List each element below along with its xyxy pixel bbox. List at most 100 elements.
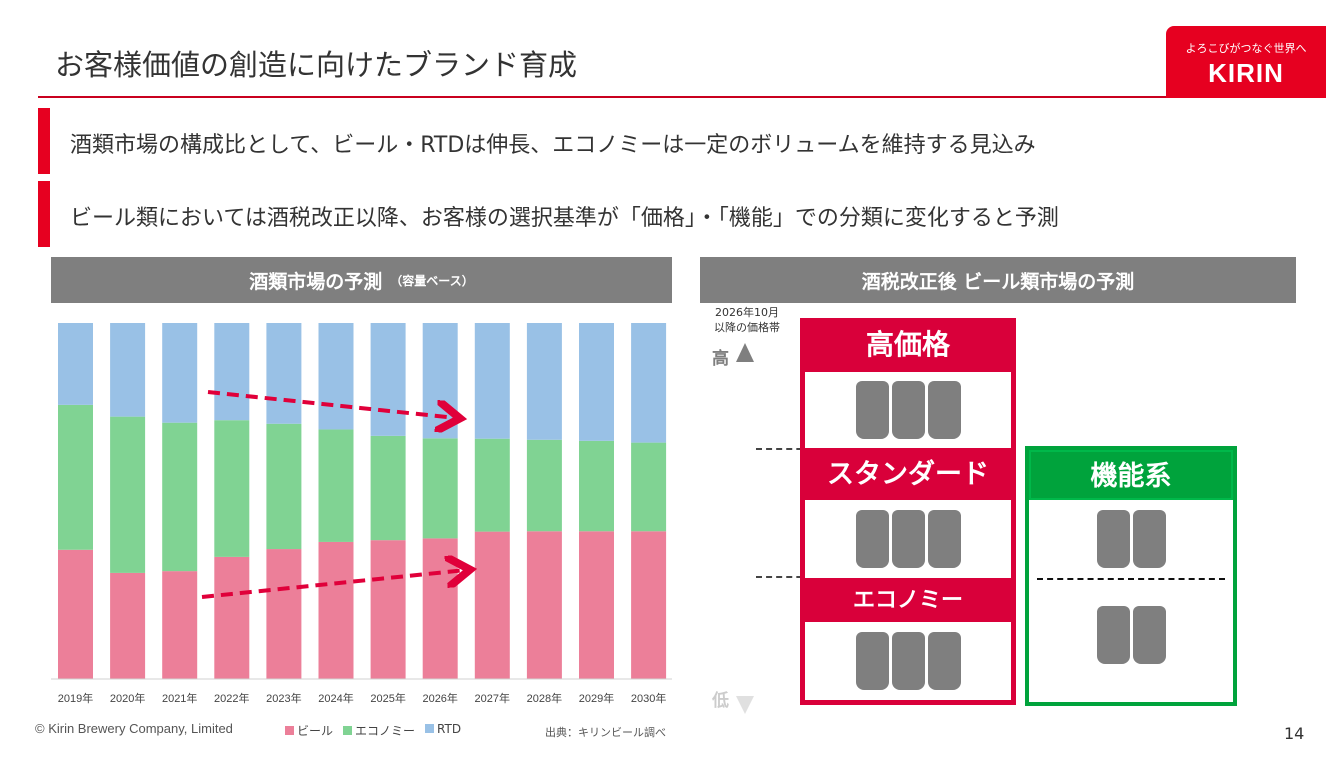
price-axis-label: 2026年10月 以降の価格帯: [703, 305, 791, 335]
functional-label: 機能系: [1029, 450, 1233, 500]
bar-segment-economy: [318, 429, 354, 542]
diagram-header: 酒税改正後 ビール類市場の予測: [700, 257, 1296, 303]
tier-standard: スタンダード: [800, 450, 1016, 580]
kirin-logo: よろこびがつなぐ世界へ KIRIN: [1166, 26, 1326, 98]
slide-title: お客様価値の創造に向けたブランド育成: [55, 48, 578, 82]
bar-segment-economy: [370, 435, 406, 541]
beer-can-icon: [855, 381, 889, 439]
can-group: [1029, 500, 1233, 578]
bar-segment-beer: [266, 549, 302, 679]
bar-segment-rtd: [631, 323, 667, 443]
bar-segment-beer: [110, 572, 146, 679]
bar-segment-beer: [318, 541, 354, 679]
arrow-down-icon: [736, 696, 754, 714]
beer-can-icon: [927, 510, 961, 568]
bar-segment-rtd: [422, 323, 458, 439]
can-group: [805, 622, 1011, 700]
can-group: [805, 372, 1011, 448]
x-tick-label: 2021年: [162, 691, 197, 705]
diagram-title: 酒税改正後 ビール類市場の予測: [861, 270, 1135, 293]
tier-economy: エコノミー: [800, 580, 1016, 705]
bar-segment-economy: [214, 420, 250, 557]
x-tick-label: 2019年: [58, 691, 93, 705]
beer-can-icon: [927, 381, 961, 439]
x-tick-label: 2028年: [527, 691, 562, 705]
bullet-marker: [38, 108, 50, 174]
x-tick-label: 2029年: [579, 691, 614, 705]
bullet-text: ビール類においては酒税改正以降、お客様の選択基準が「価格」・「機能」での分類に変…: [70, 206, 1059, 231]
bar-segment-economy: [526, 439, 562, 532]
chart-header: 酒類市場の予測 （容量ベース）: [51, 257, 672, 303]
bar-segment-economy: [579, 440, 614, 532]
x-tick-label: 2030年: [631, 691, 666, 705]
bar-segment-beer: [579, 531, 614, 679]
beer-can-icon: [1132, 606, 1166, 664]
page-number: 14: [1284, 724, 1305, 743]
bar-segment-rtd: [370, 323, 406, 436]
bullet-marker: [38, 181, 50, 247]
tier-label: スタンダード: [827, 459, 989, 490]
beer-can-icon: [1096, 606, 1130, 664]
beer-can-icon: [1132, 510, 1166, 568]
axis-label-line: 以降の価格帯: [714, 321, 780, 334]
x-tick-label: 2020年: [110, 691, 145, 705]
bar-segment-rtd: [579, 323, 614, 441]
axis-label-line: 2026年10月: [715, 306, 779, 319]
title-divider: [38, 96, 1166, 98]
bar-segment-rtd: [474, 323, 510, 439]
legend-swatch: [343, 726, 353, 735]
beer-can-icon: [855, 510, 889, 568]
x-tick-label: 2023年: [266, 691, 301, 705]
source-note: 出典：キリンビール調べ: [545, 726, 666, 739]
beer-can-icon: [891, 632, 925, 690]
functional-divider: [1037, 578, 1225, 580]
rtd-trend-arrow: [207, 390, 456, 418]
legend-item: ビール: [285, 722, 333, 739]
beer-trend-arrow: [201, 570, 466, 599]
x-tick-label: 2026年: [422, 691, 457, 705]
bullet-text: 酒類市場の構成比として、ビール・RTDは伸長、エコノミーは一定のボリュームを維持…: [70, 133, 1036, 158]
can-group: [805, 500, 1011, 578]
bar-segment-rtd: [318, 323, 354, 430]
logo-tagline: よろこびがつなぐ世界へ: [1185, 42, 1307, 55]
bar-segment-rtd: [214, 323, 250, 421]
bar-segment-economy: [422, 438, 458, 539]
bar-segment-economy: [110, 416, 146, 573]
legend-label: ビール: [297, 724, 334, 738]
tier-premium: 高価格: [800, 318, 1016, 450]
bar-segment-economy: [631, 442, 667, 532]
bar-segment-beer: [474, 531, 510, 679]
tier-label: エコノミー: [852, 588, 963, 613]
legend-label: エコノミー: [355, 724, 416, 738]
bar-segment-rtd: [266, 323, 302, 424]
beer-can-icon: [891, 381, 925, 439]
chart-title: 酒類市場の予測: [249, 270, 383, 293]
legend-item: RTD: [425, 722, 461, 739]
logo-brand: KIRIN: [1208, 58, 1284, 88]
axis-high-label: 高: [712, 349, 729, 369]
bar-segment-beer: [214, 556, 250, 679]
bar-segment-economy: [266, 423, 302, 550]
chart-legend: ビール エコノミー RTD: [285, 722, 461, 739]
bar-segment-beer: [370, 540, 406, 679]
bar-segment-beer: [422, 538, 458, 679]
beer-can-icon: [891, 510, 925, 568]
tier-label: 高価格: [865, 328, 950, 361]
bar-segment-rtd: [526, 323, 562, 440]
beer-can-icon: [1096, 510, 1130, 568]
x-tick-label: 2027年: [475, 691, 510, 705]
arrow-up-icon: [736, 343, 754, 362]
bar-segment-rtd: [162, 323, 198, 423]
x-tick-label: 2024年: [318, 691, 353, 705]
x-tick-label: 2025年: [370, 691, 405, 705]
can-group: [1029, 580, 1233, 690]
bar-segment-beer: [58, 549, 93, 679]
legend-swatch: [425, 724, 435, 733]
bar-segment-economy: [162, 422, 198, 572]
beer-can-icon: [855, 632, 889, 690]
bar-segment-beer: [162, 571, 198, 679]
functional-box: 機能系: [1025, 446, 1237, 706]
bar-segment-economy: [474, 438, 510, 532]
legend-label: RTD: [437, 722, 462, 736]
